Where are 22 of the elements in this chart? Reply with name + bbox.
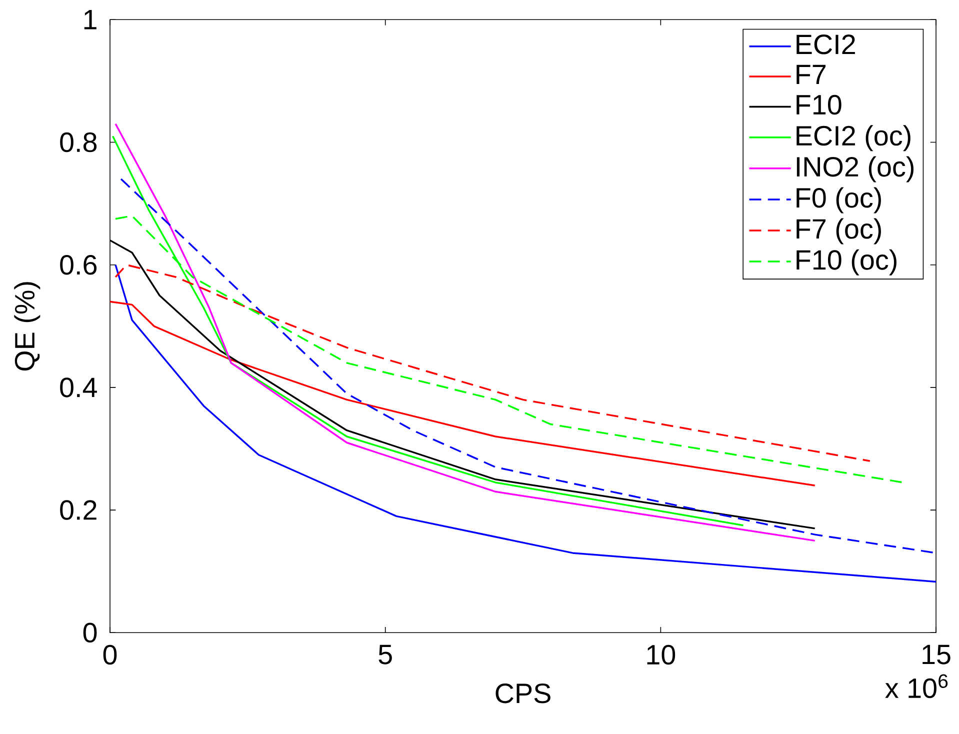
y-axis-title: QE (%)	[14, 282, 40, 371]
legend-label: F10	[796, 94, 842, 115]
x-tick-label: 5	[378, 644, 392, 664]
y-tick-label: 0.8	[60, 132, 97, 152]
legend-label: INO2 (oc)	[796, 156, 914, 182]
legend-label: F0 (oc)	[796, 187, 881, 214]
text: x 10$^{6}$	[885, 674, 948, 698]
y-tick-label: 1	[84, 10, 96, 30]
y-tick-label: 0.4	[60, 378, 97, 398]
legend-label: F7 (oc)	[796, 218, 881, 244]
x-tick-label: 15	[922, 644, 950, 664]
legend-label: F7	[796, 64, 826, 84]
y-tick-label: 0	[83, 622, 97, 643]
legend-label: F10 (oc)	[796, 249, 896, 276]
legend-label: ECI2 (oc)	[796, 125, 910, 152]
x-axis-title: CPS	[496, 683, 550, 704]
x-tick-label: 10	[647, 644, 676, 665]
y-tick-label: 0.2	[60, 500, 96, 520]
x-tick-label: 0	[103, 644, 117, 665]
y-tick-label: 0.6	[60, 254, 97, 275]
line-series	[110, 300, 816, 486]
legend-label: ECI2	[796, 34, 855, 54]
